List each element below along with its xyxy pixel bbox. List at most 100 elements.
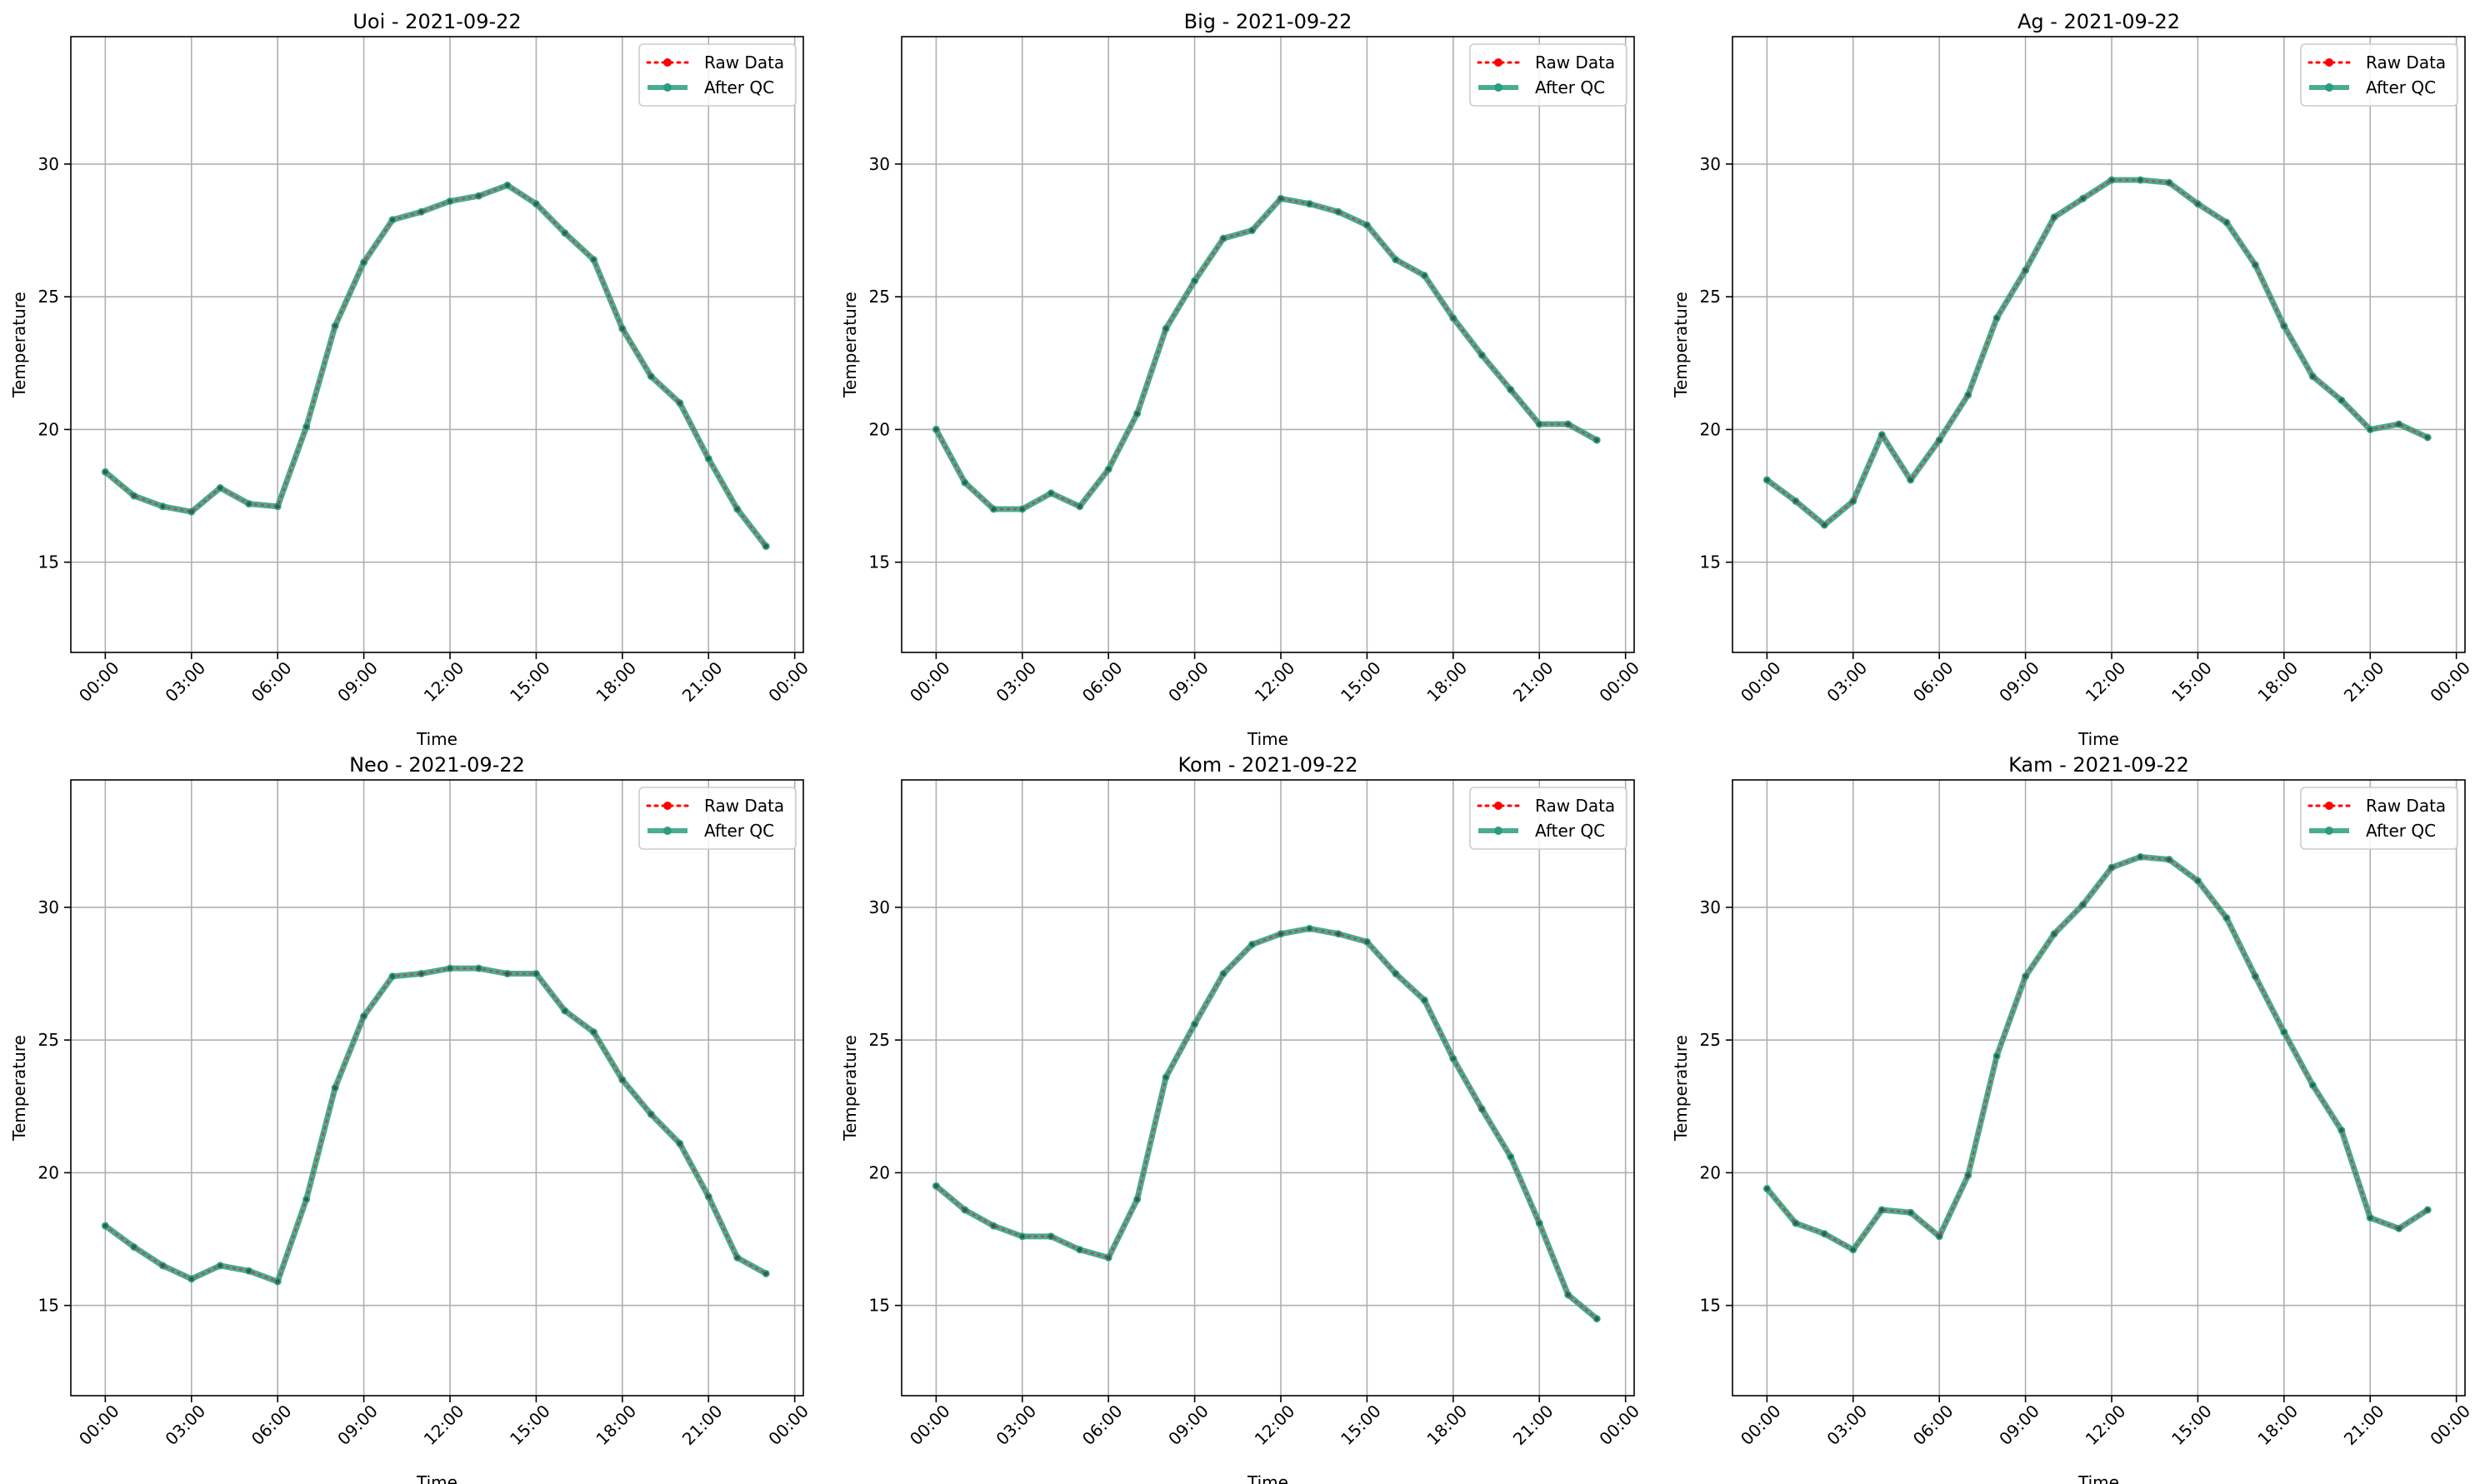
series-after-qc-line (1763, 853, 2431, 1253)
raw-data-point (160, 504, 165, 509)
raw-data-point (1908, 477, 1913, 482)
y-tick-label: 30 (1700, 897, 1721, 917)
raw-data-point (2109, 865, 2114, 870)
x-tick-label: 03:00 (992, 657, 1040, 706)
raw-data-point (678, 400, 682, 406)
chart-title: Kom - 2021-09-22 (1178, 753, 1358, 777)
raw-data-point (275, 504, 280, 509)
legend-frame (638, 43, 797, 107)
raw-data-point (1479, 1107, 1484, 1112)
legend: Raw Data After QC (2300, 787, 2458, 850)
raw-data-point (1422, 273, 1427, 278)
raw-data-point (1393, 971, 1398, 977)
raw-data-point (332, 323, 338, 328)
y-tick-label: 15 (1700, 552, 1721, 572)
raw-data-point (533, 971, 539, 977)
raw-data-point (1192, 1022, 1198, 1027)
raw-data-point (1793, 1221, 1798, 1226)
raw-data-point (1508, 1154, 1513, 1159)
chart-title: Big - 2021-09-22 (1184, 10, 1352, 33)
legend-raw-label: Raw Data (704, 796, 784, 816)
chart-panel: 00:00 03:00 06:00 09:00 12:00 15:00 18:00 21:00… (9, 753, 812, 1484)
raw-data-point (933, 1183, 938, 1188)
y-tick-label: 20 (1700, 419, 1721, 439)
x-tick-label: 00:00 (1595, 1401, 1643, 1449)
series-raw-data-line (935, 197, 1598, 511)
y-axis-label: Temperature (9, 292, 29, 398)
legend-qc-label: After QC (1535, 821, 1605, 841)
x-axis-label: Time (1247, 729, 1288, 749)
raw-data-point (160, 1263, 165, 1268)
raw-data-point (2310, 1082, 2315, 1087)
raw-data-point (991, 1223, 996, 1228)
raw-data-point (648, 374, 653, 379)
raw-data-point (1020, 507, 1025, 512)
raw-data-point (1078, 1247, 1082, 1252)
x-tick-label: 15:00 (2168, 657, 2216, 706)
x-tick-label: 12:00 (2082, 657, 2130, 706)
legend: Raw Data After QC (638, 787, 797, 850)
raw-data-point (2339, 1127, 2344, 1133)
raw-data-point (1249, 227, 1255, 233)
raw-data-point (1336, 209, 1341, 214)
x-tick-label: 06:00 (248, 657, 296, 706)
raw-data-point (2109, 177, 2114, 182)
raw-data-point (962, 1207, 968, 1212)
y-tick-label: 20 (38, 1162, 59, 1182)
raw-data-point (505, 182, 510, 187)
raw-data-point (933, 427, 938, 432)
raw-data-point (591, 1030, 596, 1035)
raw-data-point (1908, 1210, 1913, 1215)
x-tick-label: 03:00 (1822, 657, 1871, 706)
chart-title: Kam - 2021-09-22 (2008, 753, 2189, 777)
x-axis-label: Time (2078, 1472, 2119, 1484)
legend-frame (638, 787, 797, 850)
y-tick-label: 30 (38, 897, 59, 917)
x-tick-label: 06:00 (1078, 657, 1127, 706)
raw-data-point (1851, 1247, 1856, 1252)
raw-data-point (448, 198, 452, 204)
x-tick-label: 00:00 (906, 657, 954, 706)
raw-data-point (1163, 1075, 1168, 1080)
raw-data-point (2052, 932, 2057, 937)
x-tick-label: 21:00 (2340, 1401, 2388, 1449)
x-tick-label: 00:00 (906, 1401, 954, 1449)
series-raw-data-line (1766, 856, 2429, 1252)
raw-data-point (591, 257, 596, 262)
x-tick-label: 03:00 (1822, 1401, 1871, 1449)
x-axis-label: Time (416, 1472, 458, 1484)
x-tick-label: 00:00 (2426, 1401, 2474, 1449)
x-tick-label: 09:00 (1164, 1401, 1212, 1449)
x-tick-label: 12:00 (1251, 1401, 1299, 1449)
raw-data-point (247, 1268, 252, 1273)
raw-data-point (2023, 974, 2028, 979)
raw-data-point (1048, 491, 1053, 496)
raw-data-point (1508, 387, 1513, 392)
x-axis-label: Time (2078, 729, 2119, 749)
legend-frame (1469, 43, 1628, 107)
chart-panel: 00:00 03:00 06:00 09:00 12:00 15:00 18:00 21:00… (1671, 10, 2474, 749)
raw-data-point (1106, 1255, 1111, 1260)
x-tick-label: 15:00 (506, 657, 554, 706)
x-tick-label: 15:00 (1337, 657, 1385, 706)
y-axis-label: Temperature (840, 292, 860, 398)
raw-data-point (1249, 942, 1255, 947)
x-tick-label: 21:00 (678, 657, 727, 706)
raw-data-point (390, 217, 395, 222)
y-tick-label: 25 (1700, 1030, 1721, 1050)
raw-data-point (1966, 1173, 1971, 1178)
y-axis-label: Temperature (9, 1035, 29, 1142)
x-tick-label: 06:00 (1909, 1401, 1958, 1449)
x-tick-label: 18:00 (1422, 657, 1471, 706)
raw-data-point (562, 1008, 568, 1013)
raw-data-point (1393, 257, 1398, 262)
raw-data-point (2052, 215, 2057, 220)
raw-data-point (448, 966, 452, 971)
raw-data-point (2195, 202, 2201, 207)
y-tick-label: 25 (869, 1030, 890, 1050)
x-tick-label: 21:00 (678, 1401, 727, 1449)
x-tick-label: 15:00 (1337, 1401, 1385, 1449)
x-tick-label: 18:00 (2253, 1401, 2302, 1449)
raw-data-point (189, 1277, 194, 1282)
x-tick-label: 00:00 (764, 1401, 812, 1449)
